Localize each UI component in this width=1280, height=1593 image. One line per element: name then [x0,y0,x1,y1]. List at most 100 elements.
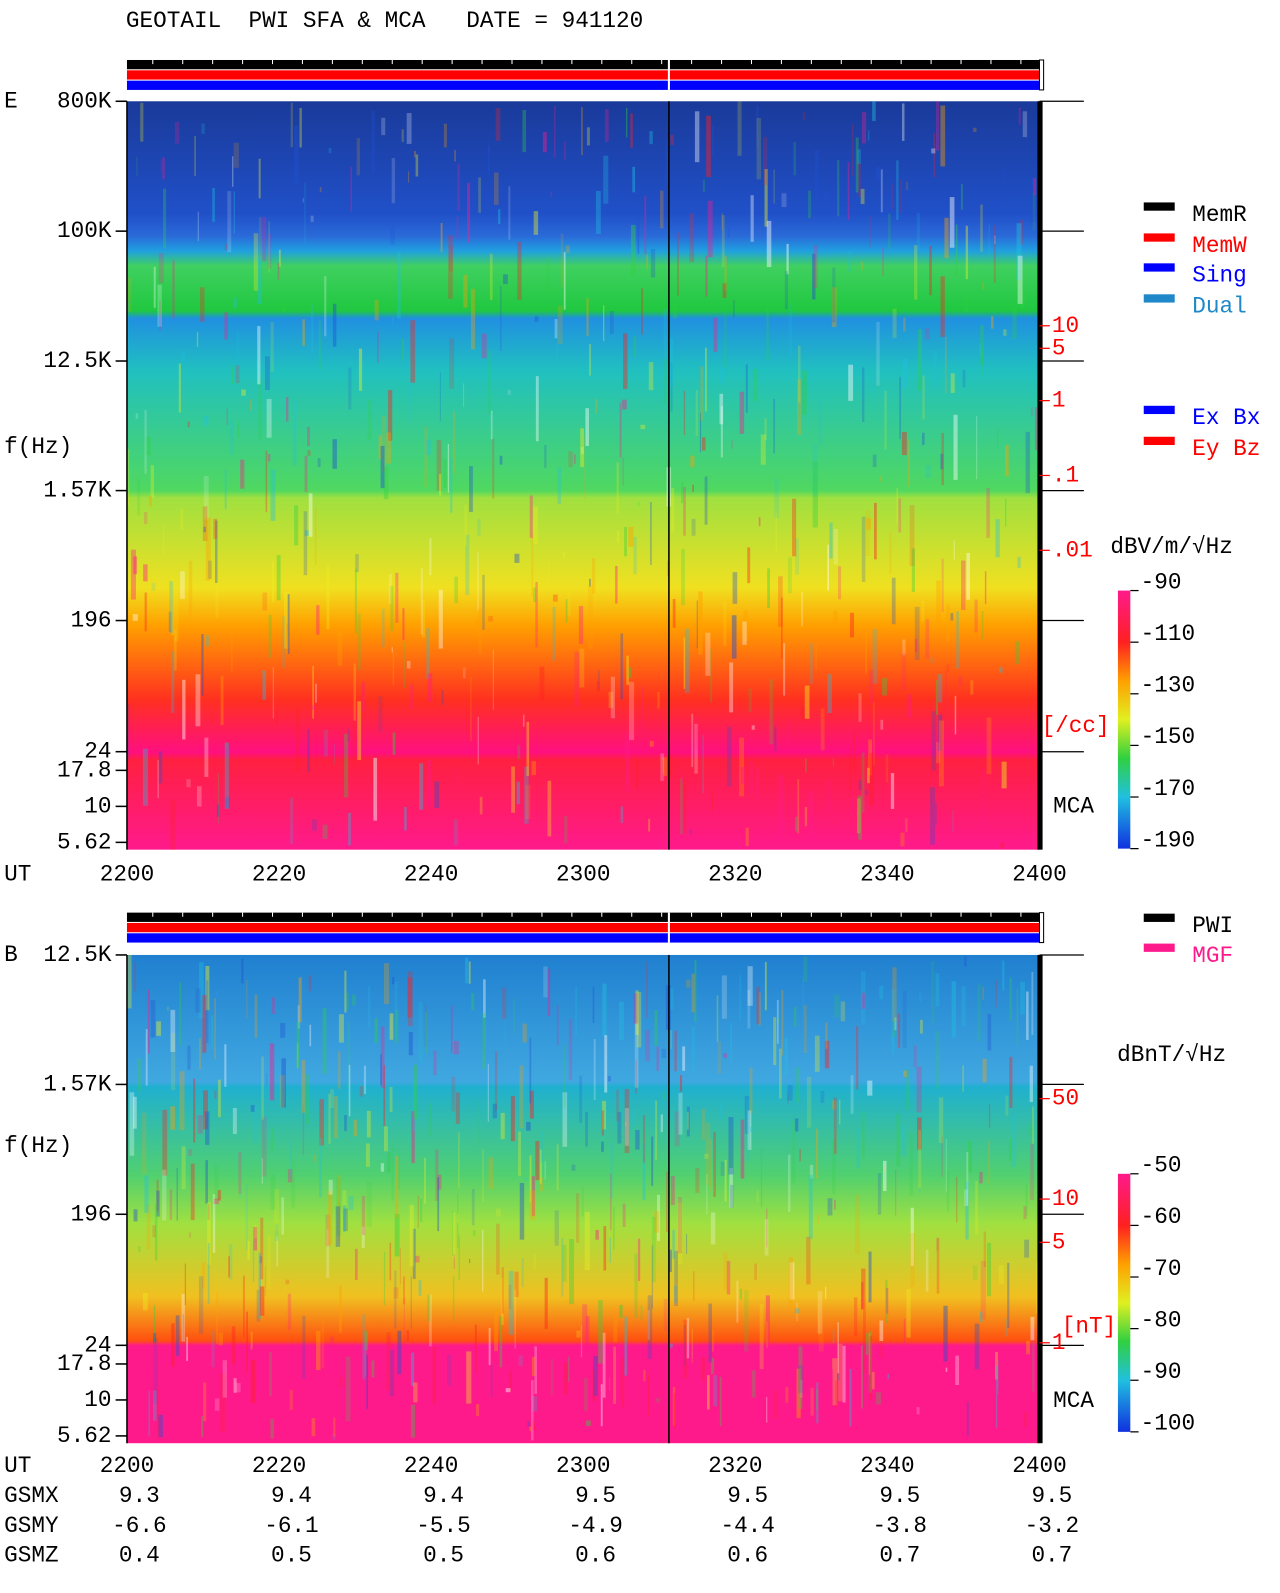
texture-streak [301,1060,306,1113]
texture-streak [682,1046,686,1071]
texture-streak [534,1346,537,1394]
texture-streak [831,1368,834,1411]
texture-streak [623,333,628,390]
texture-streak [906,1288,911,1338]
texture-streak [492,1103,497,1119]
texture-streak [805,758,807,773]
texture-streak [524,766,529,824]
texture-streak [137,1058,141,1092]
texture-streak [795,538,800,575]
texture-streak [407,361,412,423]
texture-streak [452,1210,454,1257]
texture-streak [701,1357,706,1381]
texture-streak [745,364,748,413]
texture-streak [633,336,637,357]
texture-streak [851,124,854,177]
texture-streak [361,682,365,712]
texture-streak [838,1343,843,1402]
texture-streak [133,556,138,575]
texture-streak [1035,407,1037,451]
texture-streak [568,1019,573,1081]
texture-streak [868,1331,873,1393]
texture-streak [565,599,568,623]
texture-streak [657,1194,661,1241]
texture-streak [719,1376,722,1426]
texture-streak [169,581,174,634]
texture-streak [563,252,566,310]
texture-streak [700,366,704,421]
texture-streak [347,728,350,742]
texture-streak [204,1111,206,1116]
texture-streak [277,262,280,280]
texture-streak [834,1199,836,1210]
texture-streak [333,1417,336,1437]
texture-streak [935,1030,940,1089]
x-tick-label: 2240 [404,1453,458,1479]
texture-streak [498,294,500,305]
texture-streak [581,1186,584,1217]
texture-streak [345,1356,351,1422]
texture-streak [519,1182,525,1240]
texture-streak [860,188,865,205]
y-tick-label: 100K [57,218,112,244]
texture-streak [411,1111,415,1164]
texture-streak [593,1355,598,1396]
texture-streak [672,599,676,628]
texture-streak [279,1074,285,1108]
texture-streak [994,1351,998,1380]
texture-streak [876,321,880,386]
texture-streak [350,166,352,212]
texture-streak [677,232,679,296]
orbit-value: -4.9 [568,1513,622,1539]
texture-streak [367,399,372,440]
texture-streak [498,209,501,225]
texture-streak [344,970,347,1013]
texture-streak [984,571,987,604]
texture-streak [424,1011,427,1054]
texture-streak [203,415,209,426]
texture-streak [764,418,767,441]
texture-streak [424,1157,426,1204]
texture-streak [205,980,209,1044]
texture-streak [458,1235,460,1281]
texture-streak [827,544,830,591]
texture-streak [723,601,727,646]
texture-streak [530,1380,534,1441]
texture-streak [826,779,832,812]
texture-streak [133,962,137,992]
status-end [1038,59,1045,91]
texture-streak [901,103,905,141]
texture-streak [716,995,719,1042]
texture-streak [820,708,825,751]
texture-streak [465,957,469,984]
texture-streak [840,1001,846,1022]
texture-streak [987,1014,992,1051]
texture-streak [646,961,648,1018]
texture-streak [319,1099,324,1146]
texture-streak [254,1225,258,1238]
texture-streak [903,1070,907,1078]
texture-streak [488,616,494,622]
texture-streak [884,1165,886,1172]
texture-streak [865,1332,869,1355]
texture-streak [683,779,687,834]
texture-streak [686,1233,688,1254]
texture-streak [529,1426,532,1432]
texture-streak [150,1356,153,1362]
texture-streak [965,1181,969,1240]
texture-streak [742,621,747,645]
texture-streak [869,670,874,704]
texture-streak [760,434,766,465]
texture-streak [514,1271,519,1298]
texture-streak [483,979,486,1018]
texture-streak [820,1090,825,1103]
texture-streak [239,1186,241,1199]
texture-streak [816,1382,819,1424]
texture-streak [527,1421,530,1427]
texture-streak [585,1111,588,1147]
texture-streak [195,674,201,727]
texture-streak [171,1323,175,1367]
texture-streak [202,506,208,542]
orbit-value: -3.8 [873,1513,927,1539]
texture-streak [900,832,905,847]
